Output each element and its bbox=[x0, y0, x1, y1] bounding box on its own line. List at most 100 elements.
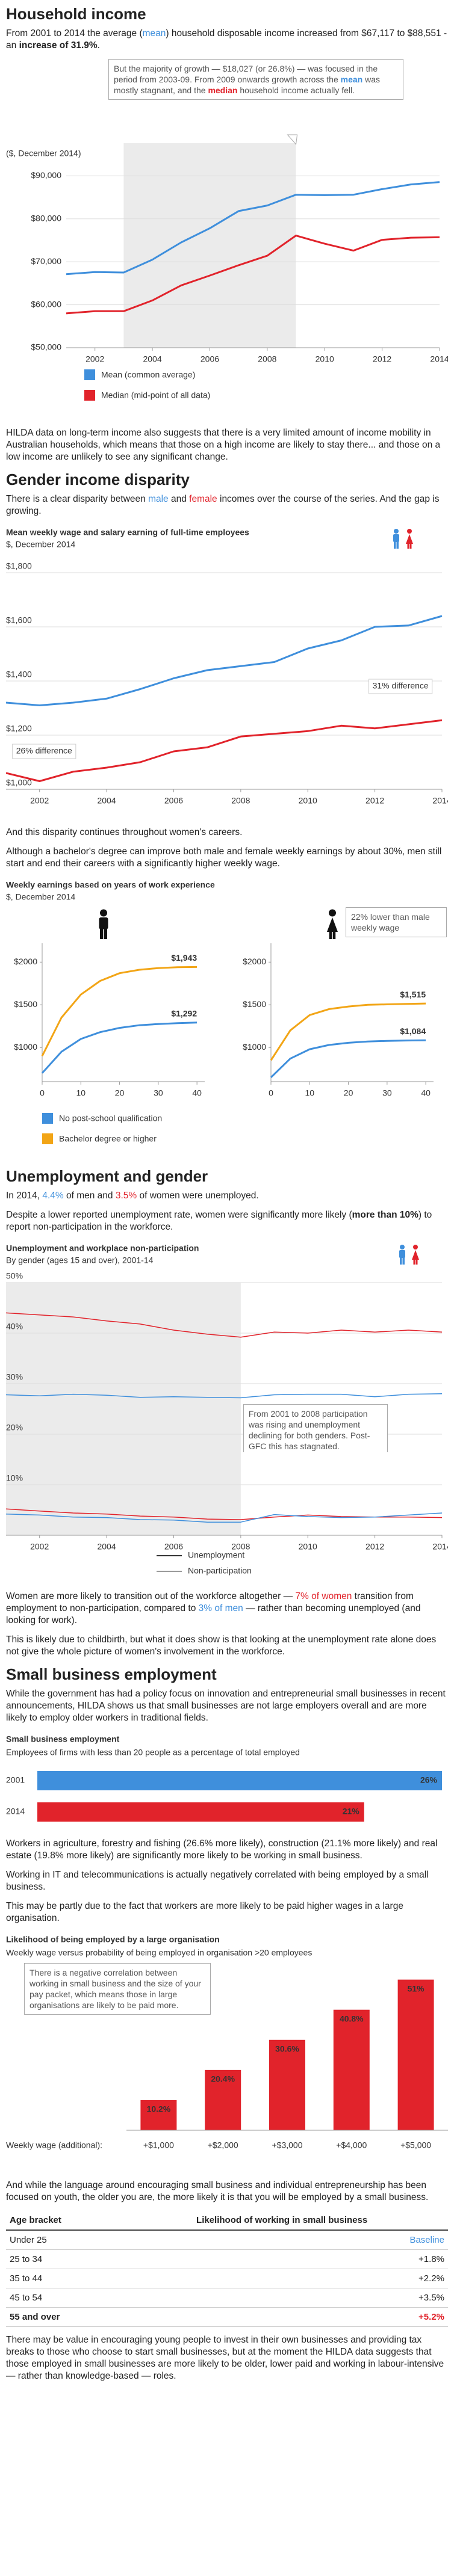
y-tick-label: $90,000 bbox=[31, 170, 61, 180]
table-row: Under 25 Baseline bbox=[6, 2230, 448, 2250]
line bbox=[6, 615, 443, 706]
x-tick-label: 2014 bbox=[432, 1542, 448, 1551]
chart-subtitle: By gender (ages 15 and over), 2001-14 bbox=[6, 1256, 154, 1265]
bar bbox=[205, 2069, 241, 2130]
text-run: of men and bbox=[63, 1191, 116, 1201]
chart-subtitle: $, December 2014 bbox=[6, 892, 75, 902]
category-label: 2001 bbox=[6, 1775, 25, 1785]
table-row: 35 to 44 +2.2% bbox=[6, 2269, 448, 2288]
x-tick-label: 2004 bbox=[97, 1542, 116, 1551]
annotation: There is a negative correlation between … bbox=[24, 1963, 211, 2015]
annotation-text: But the majority of growth — $18,027 (or… bbox=[108, 59, 403, 100]
text-run: incomes over the course of the series. A… bbox=[6, 494, 440, 516]
text-run: In 2014, bbox=[6, 1191, 43, 1201]
line bbox=[6, 1393, 443, 1399]
line bbox=[41, 1021, 197, 1074]
section-heading: Small business employment bbox=[6, 1665, 217, 1683]
annotation-text: There is a negative correlation between … bbox=[24, 1963, 211, 2015]
paragraph: While the government has had a policy fo… bbox=[6, 1688, 448, 1724]
wage-chart: Mean weekly wage and salary earning of f… bbox=[6, 528, 448, 806]
table-row: Age bracket Likelihood of working in smal… bbox=[6, 2211, 448, 2231]
line bbox=[6, 1512, 443, 1523]
bar bbox=[333, 2009, 370, 2130]
x-tick-label: 2012 bbox=[365, 796, 384, 806]
chart-title: Likelihood of being employed by a large … bbox=[6, 1935, 220, 1944]
x-tick-label: 2010 bbox=[316, 354, 334, 364]
y-tick-label: $1500 bbox=[14, 999, 37, 1009]
text-run: This may be partly due to the fact that … bbox=[6, 1901, 403, 1923]
text-run: increase of 31.9% bbox=[19, 40, 98, 51]
annotation-text: From 2001 to 2008 participation was risi… bbox=[243, 1404, 388, 1452]
legend-label: No post-school qualification bbox=[59, 1114, 162, 1123]
legend-swatch bbox=[84, 390, 95, 401]
y-tick-label: $2000 bbox=[243, 957, 266, 966]
bar bbox=[37, 1771, 442, 1790]
female-icon bbox=[412, 1245, 419, 1265]
table-cell: 55 and over bbox=[6, 2307, 116, 2327]
line bbox=[270, 1002, 426, 1061]
y-tick-label: $1000 bbox=[243, 1042, 266, 1052]
table-cell: Baseline bbox=[116, 2230, 448, 2250]
bar bbox=[269, 2039, 305, 2130]
x-tick-label: 10 bbox=[76, 1088, 86, 1098]
data-label: $1,515 bbox=[400, 990, 426, 999]
line bbox=[41, 966, 197, 1057]
text-run: This is likely due to childbirth, but wh… bbox=[6, 1635, 437, 1657]
text-run: 3.5% bbox=[115, 1191, 137, 1201]
x-tick-label: 2002 bbox=[30, 796, 49, 806]
data-label: $1,292 bbox=[171, 1008, 197, 1018]
x-tick-label: 2010 bbox=[299, 796, 317, 806]
text-run: And this disparity continues throughout … bbox=[6, 827, 243, 837]
shade bbox=[6, 1283, 241, 1535]
unemployment-chart: Unemployment and workplace non-participa… bbox=[6, 1243, 448, 1576]
text-run: household income actually fell. bbox=[237, 85, 355, 95]
table-cell: Under 25 bbox=[6, 2230, 116, 2250]
x-tick-label: +$2,000 bbox=[208, 2140, 238, 2150]
article: Household income From 2001 to 2014 the a… bbox=[0, 5, 454, 2382]
legend-swatch bbox=[84, 369, 95, 380]
male-icon bbox=[393, 529, 399, 549]
y-tick-label: $1,600 bbox=[6, 615, 32, 625]
x-tick-label: 20 bbox=[344, 1088, 353, 1098]
text-run: median bbox=[208, 85, 238, 95]
male-icon bbox=[399, 1245, 405, 1265]
text-run: Working in IT and telecommunications is … bbox=[6, 1870, 429, 1892]
x-tick-label: 30 bbox=[382, 1088, 392, 1098]
body: Household income From 2001 to 2014 the a… bbox=[0, 5, 454, 2576]
text-run: Despite a lower reported unemployment ra… bbox=[6, 1210, 352, 1220]
line bbox=[6, 719, 443, 782]
table-cell: 45 to 54 bbox=[6, 2288, 116, 2308]
table-row: 45 to 54 +3.5% bbox=[6, 2288, 448, 2308]
x-tick-label: 40 bbox=[192, 1088, 202, 1098]
line bbox=[66, 181, 440, 276]
text-run: ) to report non-participation in the wor… bbox=[6, 1210, 432, 1232]
text-run: But the majority of growth — $18,027 (or… bbox=[114, 64, 378, 84]
y-tick-label: $1500 bbox=[243, 999, 266, 1009]
text-run: mean bbox=[340, 75, 363, 84]
annotation-box bbox=[12, 744, 76, 759]
table-cell: Likelihood of working in small business bbox=[116, 2211, 448, 2231]
chart-subtitle: Weekly wage versus probability of being … bbox=[6, 1948, 312, 1958]
text-run: 7% of women bbox=[295, 1591, 352, 1601]
x-tick-label: 10 bbox=[305, 1088, 314, 1098]
large-org-chart: Likelihood of being employed by a large … bbox=[6, 1935, 448, 2150]
text-run: There is a clear disparity between bbox=[6, 494, 149, 504]
chart-title: Unemployment and workplace non-participa… bbox=[6, 1243, 199, 1253]
chart-title: Small business employment bbox=[6, 1734, 120, 1744]
text-run: Although a bachelor's degree can improve… bbox=[6, 846, 442, 869]
male-icon bbox=[99, 909, 108, 939]
table-cell: 25 to 34 bbox=[6, 2249, 116, 2269]
table-cell: +1.8% bbox=[116, 2249, 448, 2269]
text-run: and bbox=[168, 494, 190, 504]
small-business-chart: Small business employment Employees of fi… bbox=[6, 1734, 442, 1822]
data-label: 26% bbox=[420, 1775, 438, 1785]
table-row: 25 to 34 +1.8% bbox=[6, 2249, 448, 2269]
paragraph: And this disparity continues throughout … bbox=[6, 827, 448, 839]
x-tick-label: 2004 bbox=[97, 796, 116, 806]
text-run: mean bbox=[142, 28, 166, 39]
table-cell: +2.2% bbox=[116, 2269, 448, 2288]
x-axis-label: Weekly wage (additional): bbox=[6, 2140, 102, 2150]
paragraph: From 2001 to 2014 the average (mean) hou… bbox=[6, 28, 448, 52]
age-table: Age bracket Likelihood of working in smal… bbox=[6, 2211, 448, 2327]
legend-label: Bachelor degree or higher bbox=[59, 1134, 157, 1144]
